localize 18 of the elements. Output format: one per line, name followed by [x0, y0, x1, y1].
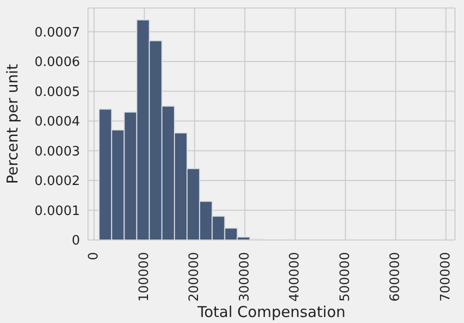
x-tick-label: 0 [86, 252, 102, 260]
y-tick-label: 0.0002 [34, 174, 80, 190]
y-tick-label: 0.0005 [34, 84, 80, 100]
x-tick-label: 600000 [388, 252, 404, 302]
y-tick-label: 0.0001 [34, 204, 80, 219]
x-tick-label: 200000 [187, 252, 202, 302]
y-axis-title: Percent per unit [3, 64, 22, 184]
x-tick-label: 400000 [288, 252, 303, 302]
x-tick-label: 300000 [237, 252, 252, 302]
y-tick-label: 0.0007 [34, 25, 80, 40]
y-tick-label: 0.0006 [34, 55, 80, 70]
x-tick-label: 100000 [136, 252, 152, 302]
y-tick-label: 0 [72, 234, 80, 249]
y-tick-label: 0.0003 [34, 144, 80, 160]
y-tick-label: 0.0004 [34, 114, 80, 130]
x-axis-title: Total Compensation [196, 303, 346, 321]
x-tick-label: 700000 [438, 252, 454, 302]
x-tick-label: 500000 [338, 252, 353, 302]
